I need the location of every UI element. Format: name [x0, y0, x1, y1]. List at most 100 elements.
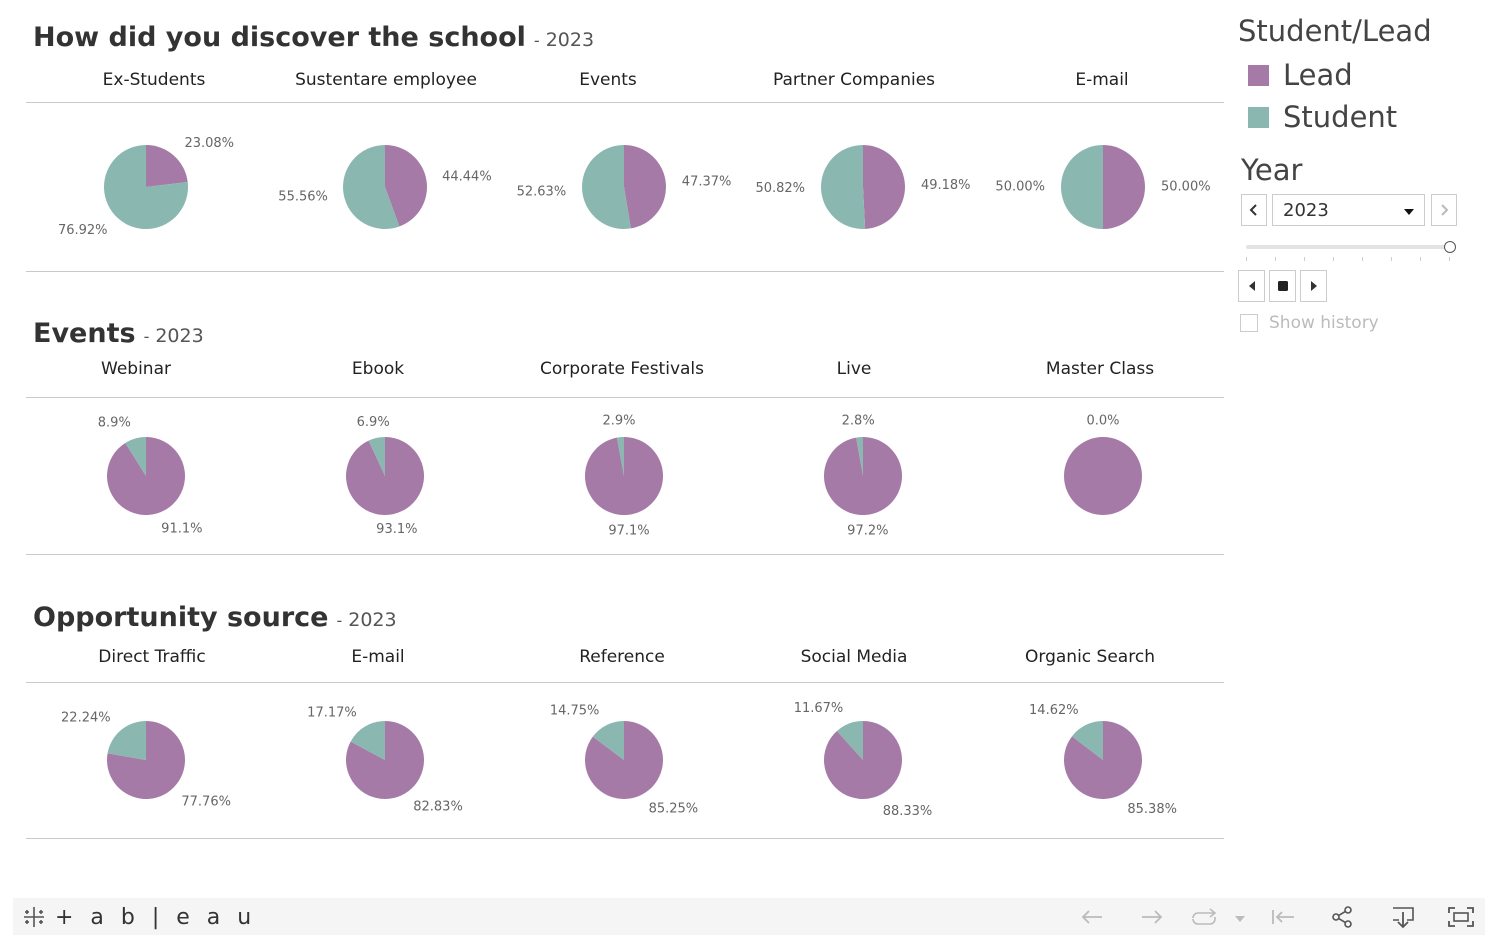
data-label-lead: 97.2% [847, 523, 888, 538]
category-header: Sustentare employee [295, 70, 477, 90]
slider-tick [1449, 257, 1450, 261]
pie-slice-lead[interactable] [863, 145, 905, 229]
year-prev-button[interactable] [1241, 194, 1267, 226]
legend-label: Student [1283, 100, 1398, 134]
slider-tick [1333, 257, 1334, 261]
chevron-left-icon [1249, 204, 1257, 216]
pie-slice-student[interactable] [368, 437, 385, 476]
data-label-lead: 77.76% [181, 795, 231, 810]
category-header: Reference [579, 647, 665, 667]
category-header: Ebook [351, 359, 405, 379]
data-label-student: 52.63% [517, 184, 567, 199]
section-year: 2023 [348, 609, 397, 631]
pie-slice-student[interactable] [350, 721, 385, 760]
category-header: E-mail [1075, 70, 1129, 90]
section-divider [26, 271, 1224, 272]
pie-slice-student[interactable] [820, 144, 866, 229]
stop-button[interactable] [1269, 270, 1296, 302]
year-slider-thumb[interactable] [1444, 241, 1456, 253]
pie-slice-student[interactable] [836, 721, 863, 760]
play-back-button[interactable] [1238, 270, 1265, 302]
download-icon [1393, 907, 1414, 929]
legend-item-lead[interactable]: Lead [1248, 58, 1353, 92]
header-divider [26, 102, 1224, 103]
tableau-logo[interactable]: + a b | e a u [21, 904, 256, 930]
category-header: Organic Search [1025, 647, 1155, 667]
data-label-student: 55.56% [278, 190, 328, 205]
category-header: Partner Companies [772, 70, 936, 90]
section-title-text: Opportunity source [33, 602, 329, 633]
year-select-value: 2023 [1283, 199, 1329, 221]
legend-swatch-lead [1248, 64, 1269, 86]
pie-slice-student[interactable] [107, 721, 146, 760]
pie-slice-student[interactable] [342, 145, 400, 230]
arrow-left-icon [1081, 910, 1102, 924]
tableau-logo-text: + a b | e a u [55, 904, 257, 930]
undo-button[interactable] [1079, 905, 1105, 929]
pie-row: 77.76% 22.24% 82.83% 17.17% 85.25% 14.75% 88.3… [61, 701, 1177, 819]
section-divider [26, 838, 1224, 839]
data-label-student: 76.92% [58, 223, 108, 238]
reset-button[interactable] [1269, 905, 1297, 929]
pie-slice-student[interactable] [1072, 721, 1103, 760]
fullscreen-icon [1448, 907, 1474, 927]
data-label-lead: 44.44% [442, 169, 492, 184]
year-select[interactable]: 2023 [1272, 194, 1425, 226]
section-title: Opportunity source -2023 [33, 602, 397, 633]
redo-button[interactable] [1139, 905, 1165, 929]
slider-tick [1391, 257, 1392, 261]
year-next-button[interactable] [1431, 194, 1457, 226]
category-header: Ex-Students [102, 70, 206, 90]
play-forward-icon [1310, 281, 1317, 291]
show-history-checkbox[interactable] [1240, 314, 1258, 332]
legend-title: Student/Lead [1238, 14, 1432, 48]
pie-slice-student[interactable] [125, 437, 146, 476]
data-label-lead: 97.1% [608, 523, 649, 538]
pie-slice-lead[interactable] [385, 145, 427, 227]
year-slider-track[interactable] [1246, 245, 1451, 249]
pie-slice-student[interactable] [592, 721, 624, 760]
pie-slice-lead[interactable] [1103, 145, 1145, 229]
pie-slice-student[interactable] [1061, 145, 1103, 229]
share-button[interactable] [1329, 905, 1355, 929]
section-title-text: Events [33, 318, 136, 349]
data-label-lead: 82.83% [413, 800, 463, 815]
category-header: Social Media [800, 647, 908, 667]
data-label-student: 22.24% [61, 710, 111, 725]
header-divider [26, 682, 1224, 683]
pie-slice-lead[interactable] [624, 145, 666, 229]
download-button[interactable] [1389, 905, 1417, 929]
section-opportunity: Opportunity source -2023 Direct Traffic E… [26, 585, 1224, 845]
pie-slice-student[interactable] [581, 145, 631, 229]
pie-row: 23.08% 76.92% 44.44% 55.56% 47.37% 52.63% 49.1… [58, 136, 1211, 238]
category-header: Events [579, 70, 637, 90]
pie-slice-student[interactable] [616, 437, 624, 476]
slider-tick [1304, 257, 1305, 261]
legend-label: Lead [1283, 58, 1353, 92]
year-filter-title: Year [1241, 153, 1303, 187]
data-label-student: 14.75% [550, 703, 600, 718]
pie-slice-student[interactable] [856, 437, 863, 476]
data-label-lead: 85.38% [1127, 802, 1177, 817]
pie-slice-lead[interactable] [346, 437, 425, 515]
play-forward-button[interactable] [1300, 270, 1327, 302]
pie-slice-lead[interactable] [1064, 437, 1142, 515]
section-title-text: How did you discover the school [33, 22, 526, 53]
pie-slice-lead[interactable] [146, 145, 188, 187]
header-divider [26, 397, 1224, 398]
slider-tick [1275, 257, 1276, 261]
section-divider [26, 554, 1224, 555]
tableau-toolbar: + a b | e a u [13, 898, 1485, 935]
legend-item-student[interactable]: Student [1248, 100, 1398, 134]
replay-icon [1192, 908, 1245, 925]
play-backward-icon [1248, 281, 1255, 291]
revert-button[interactable] [1189, 905, 1245, 929]
data-label-student: 17.17% [307, 705, 357, 720]
data-label-student: 6.9% [357, 415, 390, 430]
fullscreen-button[interactable] [1447, 905, 1475, 929]
pie-slice-student[interactable] [104, 145, 188, 229]
category-header: E-mail [351, 647, 405, 667]
category-header: Corporate Festivals [540, 359, 704, 379]
data-label-lead: 93.1% [376, 522, 417, 537]
section-title: How did you discover the school -2023 [33, 22, 594, 53]
